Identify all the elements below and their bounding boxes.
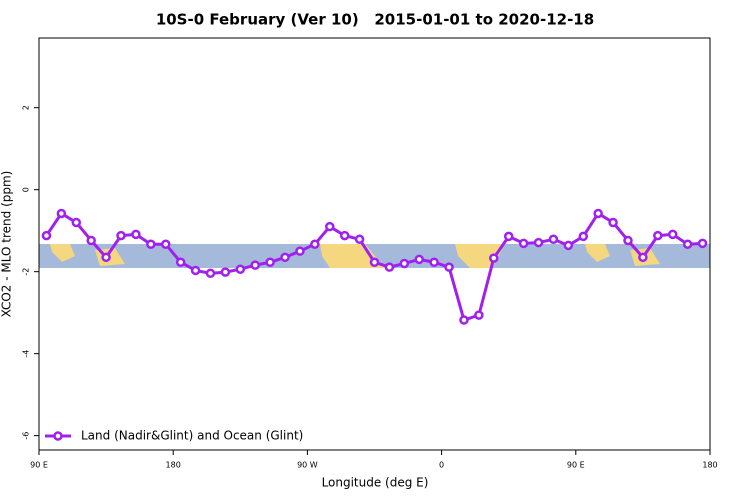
x-tick-label: 180 [166,461,181,470]
y-tick-label: 0 [22,187,31,192]
point [593,208,603,219]
x-tick-label: 90 E [30,461,48,470]
y-tick-label: 2 [22,105,31,110]
point [160,239,171,249]
point [399,258,410,269]
y-tick-label: -2 [22,268,31,276]
point [205,268,216,279]
x-tick-label: 180 [702,461,717,470]
point [429,257,439,267]
point [578,231,589,242]
point [220,267,231,277]
point [175,257,186,267]
point [116,230,126,241]
point [250,260,260,270]
point [280,252,290,263]
point [682,239,693,249]
y-tick-label: -6 [22,432,31,440]
point [146,239,156,249]
x-tick-label: 90 W [297,461,318,470]
x-tick-label: 0 [439,461,444,470]
point [41,230,52,241]
point [56,208,67,219]
point [563,240,574,251]
point [190,265,201,276]
point [548,234,559,245]
point [339,230,350,241]
x-tick-label: 90 E [567,461,585,470]
point [459,315,469,325]
point [489,253,499,263]
point [697,238,708,249]
y-axis-label: XCO2 - MLO trend (ppm) [0,171,14,318]
point [235,264,246,274]
point [265,257,275,267]
chart-title: 10S-0 February (Ver 10) 2015-01-01 to 20… [156,11,594,29]
point [354,234,365,245]
point [310,239,320,249]
point [533,237,544,248]
plot-frame [38,37,711,451]
y-tick-label: -4 [22,350,31,358]
point [653,230,663,241]
point [518,238,529,249]
point [414,254,424,265]
point [503,231,514,242]
point [71,217,82,228]
point [623,235,633,246]
point [638,252,648,263]
point [369,257,380,267]
point [295,246,305,256]
point [608,217,618,228]
point [131,229,141,240]
point [101,252,111,263]
point [384,262,395,272]
point [474,310,484,320]
legend-marker [53,431,63,441]
point [86,235,96,246]
point [444,262,454,272]
point [667,229,678,240]
legend-label: Land (Nadir&Glint) and Ocean (Glint) [81,429,303,443]
point [325,221,335,232]
x-axis-label: Longitude (deg E) [322,476,429,490]
